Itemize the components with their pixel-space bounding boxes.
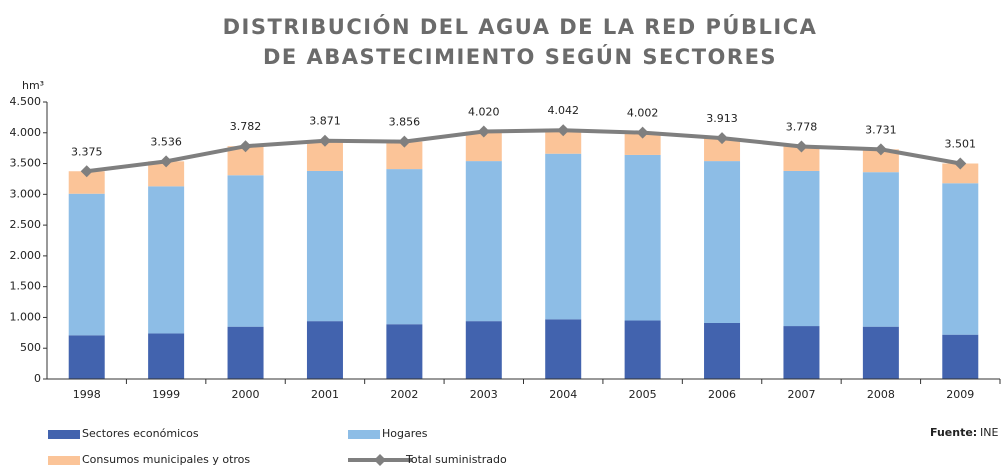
- bar-segment: [306, 170, 343, 322]
- legend-marker: [374, 454, 386, 466]
- line-marker: [477, 125, 490, 138]
- data-label: 4.020: [468, 106, 500, 119]
- x-tick-label: 2009: [946, 388, 974, 401]
- bar-segment: [68, 335, 105, 379]
- total-line: [86, 128, 961, 174]
- bar-segment: [942, 334, 979, 379]
- bar-segment: [704, 161, 741, 323]
- bar-segment: [68, 193, 105, 336]
- bar-segment: [306, 321, 343, 379]
- x-tick-label: 2003: [470, 388, 498, 401]
- line-marker: [557, 124, 570, 137]
- line-marker: [954, 157, 967, 170]
- x-tick-label: 2002: [390, 388, 418, 401]
- bar-segment: [704, 322, 741, 379]
- x-tick-label: 2007: [787, 388, 815, 401]
- line-marker: [636, 126, 649, 139]
- bar-segment: [624, 320, 661, 379]
- y-tick-label: 1.500: [10, 280, 42, 293]
- line-marker: [398, 135, 411, 148]
- bar-segment: [942, 163, 979, 184]
- data-label: 3.536: [150, 135, 182, 148]
- bar-segment: [862, 172, 899, 327]
- chart-title: DISTRIBUCIÓN DEL AGUA DE LA RED PÚBLICA: [223, 14, 818, 39]
- bar-segment: [386, 169, 423, 325]
- x-tick-label: 2000: [232, 388, 260, 401]
- bar-segment: [227, 175, 264, 327]
- y-tick-label: 2.000: [10, 249, 42, 262]
- x-tick-label: 2004: [549, 388, 577, 401]
- bar-segment: [386, 324, 423, 379]
- bar-segment: [68, 171, 105, 194]
- line-marker: [716, 132, 729, 145]
- legend-swatch: [348, 430, 380, 439]
- bar-segment: [783, 170, 820, 327]
- data-label: 3.913: [706, 112, 738, 125]
- bar-segment: [148, 186, 185, 334]
- y-tick-label: 4.500: [10, 95, 42, 108]
- data-label: 3.871: [309, 115, 341, 128]
- bar-segment: [545, 319, 582, 379]
- source: INE: [980, 426, 998, 439]
- x-tick-label: 2008: [867, 388, 895, 401]
- line-marker: [80, 165, 93, 178]
- x-tick-label: 2001: [311, 388, 339, 401]
- y-tick-label: 0: [34, 372, 41, 385]
- data-label: 4.002: [627, 107, 659, 120]
- bar-segment: [862, 326, 899, 379]
- data-label: 3.782: [230, 120, 262, 133]
- line-marker: [795, 140, 808, 153]
- line-marker: [160, 155, 173, 168]
- legend-label: Consumos municipales y otros: [82, 453, 250, 466]
- line-marker: [239, 140, 252, 153]
- data-label: 3.778: [786, 120, 818, 133]
- data-label: 3.856: [389, 116, 421, 129]
- x-tick-label: 2006: [708, 388, 736, 401]
- bar-segment: [465, 321, 502, 379]
- y-tick-label: 500: [20, 341, 41, 354]
- y-unit: hm³: [22, 79, 44, 92]
- bar-segment: [942, 183, 979, 335]
- data-label: 3.731: [865, 123, 897, 136]
- y-tick-label: 1.000: [10, 310, 42, 323]
- bar-segment: [783, 326, 820, 379]
- x-tick-label: 2005: [629, 388, 657, 401]
- bar-segment: [545, 153, 582, 320]
- bar-segment: [624, 132, 661, 155]
- y-tick-label: 3.500: [10, 157, 42, 170]
- legend-label: Sectores económicos: [82, 427, 199, 440]
- data-label: 3.501: [945, 137, 977, 150]
- y-tick-label: 3.000: [10, 187, 42, 200]
- bar-segment: [227, 326, 264, 379]
- bar-segment: [862, 149, 899, 173]
- line-marker: [318, 134, 331, 147]
- x-tick-label: 1998: [73, 388, 101, 401]
- bar-segment: [148, 333, 185, 379]
- source-label: Fuente:: [930, 426, 977, 439]
- x-tick-label: 1999: [152, 388, 180, 401]
- data-label: 3.375: [71, 145, 103, 158]
- legend-label: Total suministrado: [405, 453, 507, 466]
- chart-title: DE ABASTECIMIENTO SEGÚN SECTORES: [263, 44, 777, 69]
- bar-segment: [624, 154, 661, 321]
- legend-swatch: [48, 456, 80, 465]
- bar-segment: [704, 138, 741, 162]
- y-tick-label: 4.000: [10, 126, 42, 139]
- legend-label: Hogares: [382, 427, 428, 440]
- legend-swatch: [48, 430, 80, 439]
- y-tick-label: 2.500: [10, 218, 42, 231]
- bar-segment: [465, 161, 502, 322]
- data-label: 4.042: [547, 104, 579, 117]
- bar-segment: [545, 130, 582, 154]
- line-marker: [874, 143, 887, 156]
